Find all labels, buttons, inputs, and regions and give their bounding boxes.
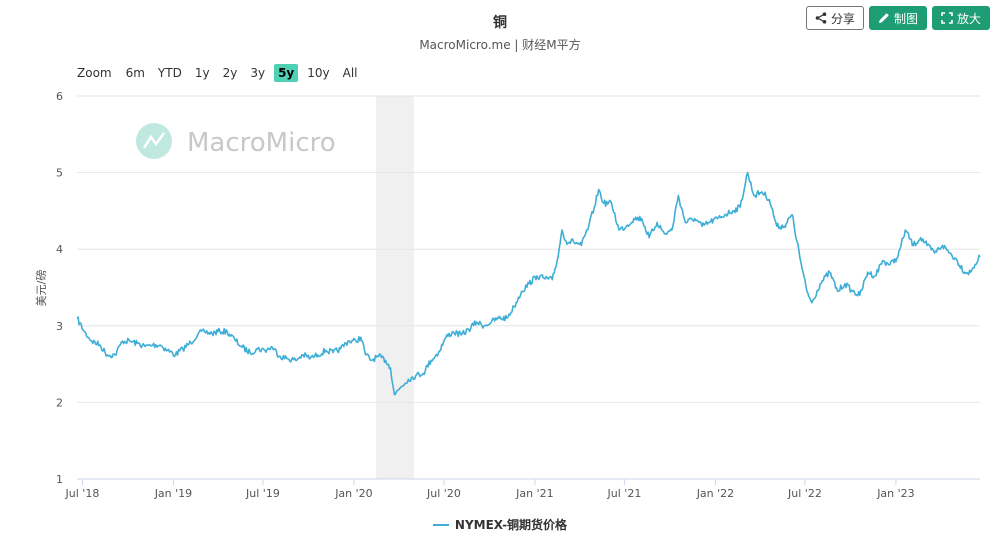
zoom-6m-button[interactable]: 6m	[125, 66, 145, 80]
share-label: 分享	[830, 11, 855, 26]
zoom-5y-button[interactable]: 5y	[274, 64, 299, 82]
zoom-selector: Zoom 6m YTD 1y 2y 3y 5y 10y All	[77, 64, 367, 82]
zoom-2y-button[interactable]: 2y	[222, 66, 238, 80]
x-tick-label: Jul '18	[65, 487, 100, 500]
x-tick-label: Jan '21	[515, 487, 553, 500]
y-tick-label: 1	[56, 473, 63, 486]
expand-label: 放大	[956, 11, 981, 26]
y-axis-label: 美元/磅	[34, 270, 48, 307]
watermark-text: MacroMicro	[187, 128, 336, 158]
share-icon	[815, 12, 827, 24]
zoom-all-button[interactable]: All	[342, 66, 358, 80]
y-tick-label: 6	[56, 90, 63, 103]
zoom-label: Zoom	[77, 66, 112, 80]
macromicro-watermark: MacroMicro	[136, 123, 336, 159]
expand-icon	[941, 12, 953, 24]
recession-band	[376, 96, 414, 479]
x-tick-label: Jan '23	[876, 487, 914, 500]
y-tick-label: 5	[56, 167, 63, 180]
share-button[interactable]: 分享	[805, 6, 864, 30]
y-tick-label: 4	[56, 243, 63, 256]
legend-item-copper-futures[interactable]: NYMEX-铜期货价格	[454, 518, 568, 532]
legend: NYMEX-铜期货价格	[0, 516, 1000, 533]
zoom-ytd-button[interactable]: YTD	[157, 66, 182, 80]
draw-chart-label: 制图	[893, 11, 918, 26]
zoom-1y-button[interactable]: 1y	[194, 66, 210, 80]
pencil-icon	[878, 13, 889, 23]
zoom-3y-button[interactable]: 3y	[250, 66, 266, 80]
x-tick-label: Jan '19	[154, 487, 192, 500]
x-tick-label: Jan '20	[334, 487, 372, 500]
x-tick-label: Jan '22	[696, 487, 734, 500]
draw-chart-button[interactable]: 制图	[868, 6, 927, 30]
y-tick-label: 3	[56, 320, 63, 333]
chart-subtitle: MacroMicro.me | 财经M平方	[419, 38, 581, 52]
chart-title: 铜	[493, 15, 507, 31]
x-tick-label: Jul '22	[787, 487, 822, 500]
legend-swatch	[432, 523, 449, 526]
toolbar: 分享 制图 放大	[805, 6, 990, 30]
expand-button[interactable]: 放大	[931, 6, 990, 30]
zoom-10y-button[interactable]: 10y	[307, 66, 330, 80]
x-tick-label: Jul '21	[607, 487, 642, 500]
x-tick-label: Jul '20	[426, 487, 461, 500]
series-line-copper-futures[interactable]	[76, 171, 981, 396]
x-tick-label: Jul '19	[245, 487, 280, 500]
y-tick-label: 2	[56, 396, 63, 409]
